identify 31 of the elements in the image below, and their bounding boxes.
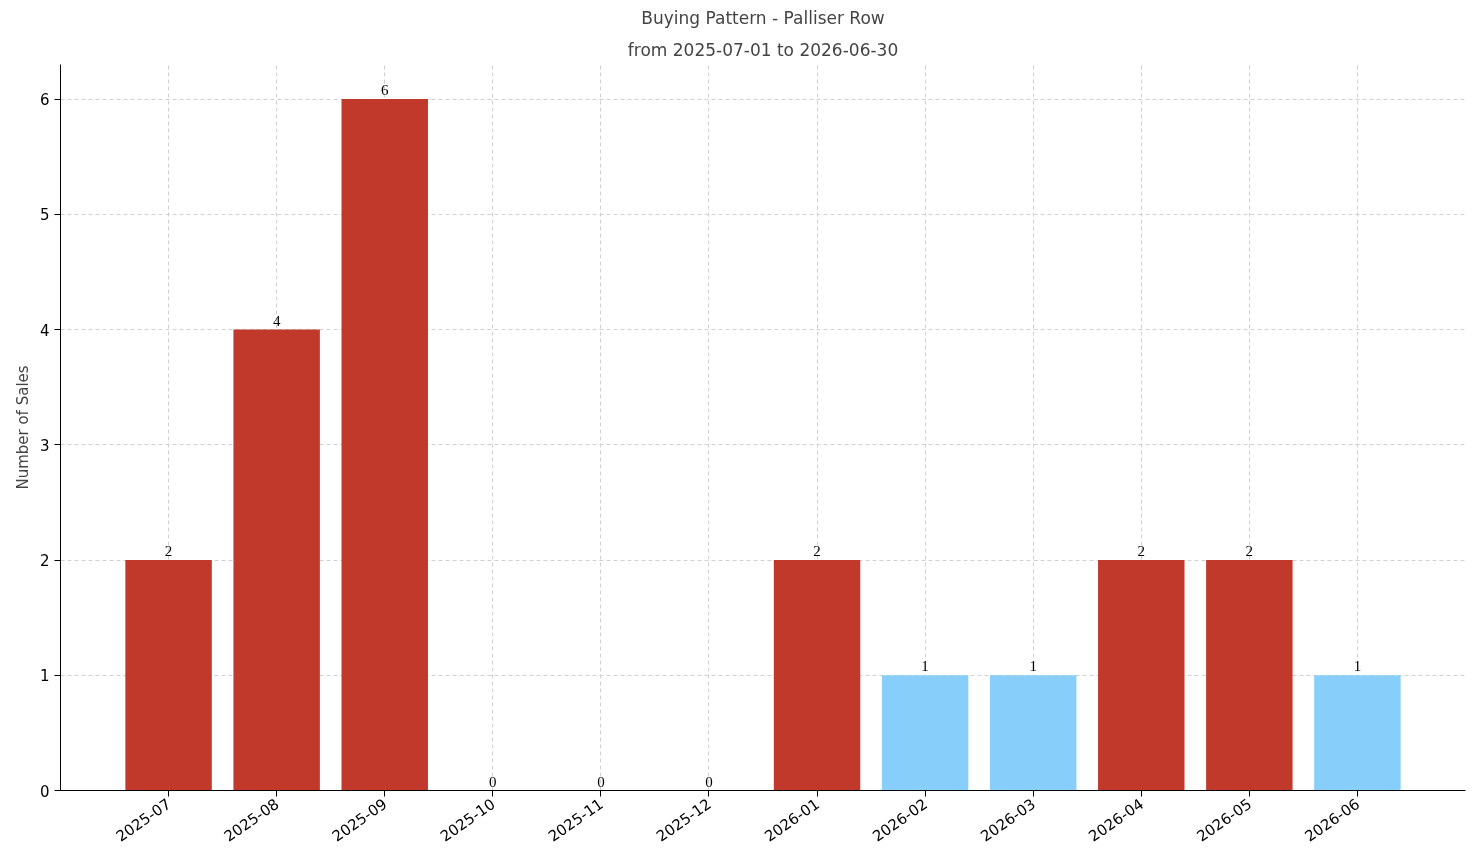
bar	[341, 99, 428, 791]
bar	[1206, 560, 1293, 791]
bar	[233, 329, 320, 791]
y-tick-label: 1	[39, 667, 50, 686]
data-label: 2	[1245, 543, 1254, 560]
chart-subtitle: from 2025-07-01 to 2026-06-30	[627, 39, 899, 60]
bar	[773, 560, 861, 791]
data-label: 1	[1029, 658, 1037, 675]
y-tick-label: 3	[39, 436, 50, 455]
y-tick-label: 2	[39, 552, 50, 571]
data-label: 6	[380, 82, 389, 99]
chart-title: Buying Pattern - Palliser Row	[641, 7, 885, 28]
bar	[881, 675, 969, 791]
data-label: 2	[1137, 543, 1146, 560]
data-label: 0	[597, 773, 605, 790]
y-tick-label: 4	[39, 321, 50, 340]
y-tick-label: 5	[39, 206, 50, 225]
bar	[989, 675, 1077, 791]
data-label: 2	[813, 543, 821, 560]
y-axis-title: Number of Sales	[13, 365, 32, 490]
data-label: 0	[705, 773, 713, 790]
bar	[125, 560, 212, 791]
data-label: 4	[272, 312, 281, 329]
data-label: 2	[164, 543, 173, 560]
data-label: 0	[489, 773, 497, 790]
y-tick-label: 0	[39, 782, 50, 801]
y-tick-label: 6	[39, 91, 50, 110]
bar	[1098, 560, 1185, 791]
bar	[1314, 675, 1401, 791]
data-label: 1	[921, 658, 929, 675]
data-label: 1	[1353, 658, 1362, 675]
